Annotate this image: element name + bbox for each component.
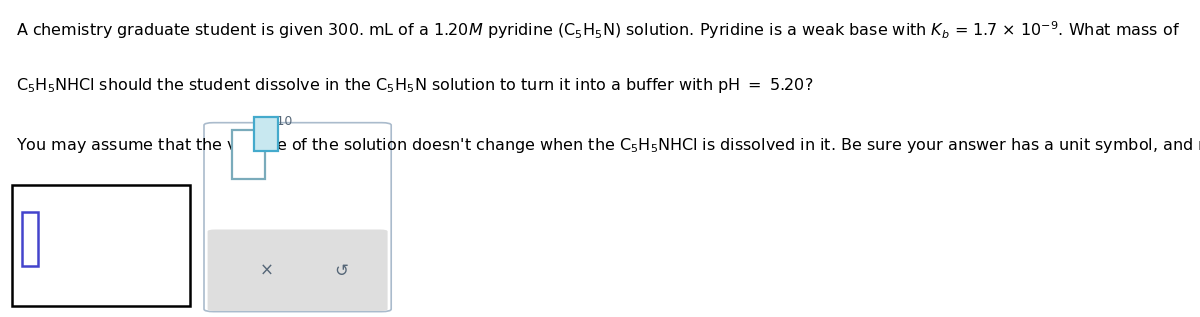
FancyBboxPatch shape — [204, 123, 391, 312]
Text: 2 significant digits.: 2 significant digits. — [16, 193, 168, 208]
Text: $\mathrm{C_5H_5}$NHCl should the student dissolve in the $\mathrm{C_5H_5}$N solu: $\mathrm{C_5H_5}$NHCl should the student… — [16, 76, 814, 95]
FancyBboxPatch shape — [208, 230, 388, 311]
Text: ×: × — [259, 262, 274, 280]
Text: A chemistry graduate student is given 300. mL of a 1.20$\mathit{M}$ pyridine $\l: A chemistry graduate student is given 30… — [16, 19, 1180, 41]
FancyBboxPatch shape — [232, 130, 265, 179]
FancyBboxPatch shape — [12, 185, 190, 306]
Text: You may assume that the volume of the solution doesn't change when the $\mathrm{: You may assume that the volume of the so… — [16, 136, 1200, 155]
FancyBboxPatch shape — [254, 117, 278, 151]
FancyBboxPatch shape — [22, 212, 38, 266]
Text: ↺: ↺ — [334, 262, 348, 280]
Text: ×10: ×10 — [266, 115, 293, 128]
